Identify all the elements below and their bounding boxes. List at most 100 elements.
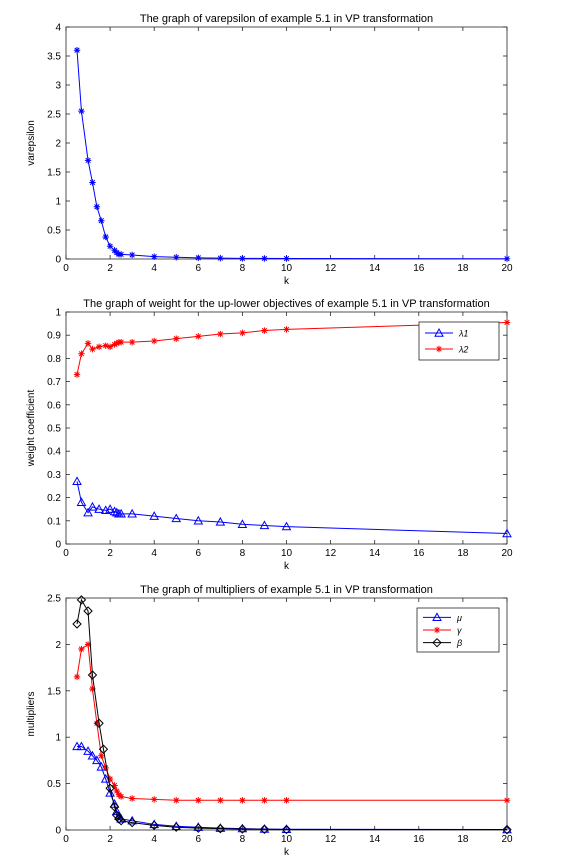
- chart-title: The graph of multipliers of example 5.1 …: [140, 584, 433, 596]
- x-tick-label: 4: [151, 548, 157, 559]
- data-point: [112, 810, 122, 820]
- y-tick-label: 1.5: [47, 168, 61, 179]
- data-point: [117, 338, 125, 346]
- data-point: [98, 744, 109, 754]
- data-point: [89, 685, 96, 693]
- x-tick-label: 18: [457, 263, 469, 274]
- x-tick-label: 16: [413, 834, 425, 845]
- data-point: [83, 507, 93, 517]
- data-point: [259, 520, 270, 530]
- legend-label: β: [456, 638, 462, 648]
- legend: λ1 λ2: [418, 321, 500, 361]
- series-β: [72, 595, 512, 835]
- data-point: [113, 787, 120, 795]
- series-λ1: [72, 476, 512, 538]
- data-point: [78, 107, 85, 115]
- series-1: [73, 47, 511, 262]
- data-point: [73, 47, 81, 54]
- data-point: [239, 255, 246, 262]
- data-point: [113, 340, 120, 347]
- data-point: [127, 817, 137, 828]
- x-tick-label: 20: [501, 263, 513, 274]
- data-point: [87, 750, 98, 760]
- data-point: [111, 782, 118, 789]
- data-point: [217, 330, 224, 338]
- data-point: [93, 203, 101, 210]
- data-point: [283, 797, 290, 804]
- data-point: [87, 670, 98, 680]
- x-tick-label: 2: [107, 548, 113, 559]
- data-point: [151, 796, 158, 803]
- data-point: [105, 504, 115, 513]
- y-tick-label: 0.3: [47, 470, 61, 481]
- data-point: [195, 254, 202, 262]
- data-point: [259, 824, 270, 833]
- data-point: [503, 255, 511, 262]
- data-point: [84, 157, 92, 164]
- legend-marker: [435, 345, 443, 353]
- data-point: [117, 793, 125, 800]
- data-point: [96, 761, 107, 771]
- data-point: [73, 673, 81, 681]
- chart-panel-3: The graph of multipliers of example 5.1 …: [26, 584, 513, 858]
- x-tick-label: 18: [457, 548, 469, 559]
- plot-area: [65, 26, 508, 260]
- chart-title: The graph of varepsilon of example 5.1 i…: [140, 13, 433, 25]
- chart-panel-1: The graph of varepsilon of example 5.1 i…: [26, 13, 513, 287]
- data-point: [261, 327, 268, 334]
- data-point: [149, 820, 159, 831]
- data-point: [76, 497, 87, 506]
- data-point: [127, 508, 137, 518]
- y-axis-label: multipliers: [26, 691, 37, 736]
- data-point: [89, 345, 96, 353]
- data-point: [102, 342, 109, 349]
- legend-label: γ: [457, 626, 462, 636]
- data-point: [171, 513, 182, 523]
- data-point: [283, 255, 290, 262]
- data-point: [173, 797, 180, 804]
- data-point: [93, 720, 101, 727]
- y-tick-label: 0.6: [47, 400, 61, 411]
- chart-title: The graph of weight for the up-lower obj…: [83, 298, 489, 310]
- data-point: [503, 797, 511, 804]
- data-point: [128, 338, 136, 346]
- legend-marker: [432, 637, 442, 648]
- y-tick-label: 1.5: [47, 686, 61, 697]
- x-tick-label: 0: [63, 834, 69, 845]
- y-tick-label: 0.4: [47, 447, 61, 458]
- data-point: [259, 824, 270, 834]
- x-tick-label: 12: [325, 834, 337, 845]
- y-tick-label: 3.5: [47, 52, 61, 63]
- y-tick-label: 0.2: [47, 493, 61, 504]
- y-tick-label: 2: [55, 640, 61, 651]
- x-tick-label: 0: [63, 263, 69, 274]
- y-tick-label: 0: [55, 540, 61, 551]
- data-point: [105, 783, 115, 793]
- x-tick-label: 12: [325, 548, 337, 559]
- data-point: [503, 319, 511, 326]
- x-tick-label: 6: [196, 548, 202, 559]
- series-μ: [72, 741, 512, 834]
- series-line: [76, 643, 507, 801]
- data-point: [215, 516, 226, 526]
- y-axis-label: weight coefficient: [26, 390, 37, 468]
- x-tick-label: 10: [281, 263, 293, 274]
- data-point: [239, 797, 246, 804]
- data-point: [281, 521, 292, 531]
- data-point: [102, 764, 109, 772]
- data-point: [193, 823, 204, 833]
- data-point: [109, 802, 120, 812]
- x-tick-label: 14: [369, 263, 381, 274]
- data-point: [149, 511, 160, 520]
- x-tick-label: 16: [413, 548, 425, 559]
- x-tick-label: 16: [413, 263, 425, 274]
- y-tick-label: 1: [55, 733, 61, 744]
- x-tick-label: 6: [196, 834, 202, 845]
- y-tick-label: 0.1: [47, 516, 61, 527]
- x-axis-label: k: [284, 561, 290, 572]
- series-line: [76, 50, 508, 260]
- data-point: [89, 179, 96, 186]
- y-tick-label: 2.5: [47, 110, 61, 121]
- data-point: [87, 501, 98, 511]
